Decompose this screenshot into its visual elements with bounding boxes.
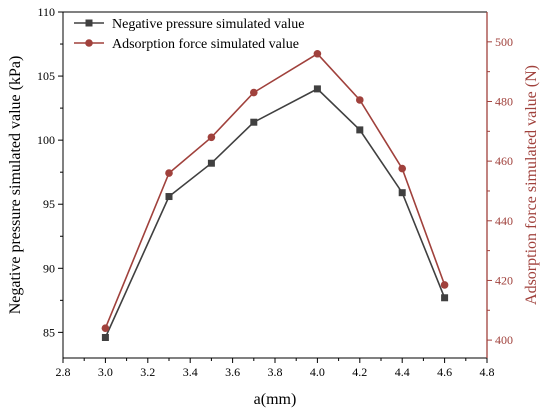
legend-marker-square — [85, 19, 93, 27]
y-right-tick-label: 500 — [495, 35, 513, 49]
data-point-circle — [207, 133, 216, 142]
x-tick-label: 4.6 — [437, 365, 452, 379]
x-tick-label: 3.6 — [225, 365, 240, 379]
x-axis-title: a(mm) — [254, 391, 297, 408]
data-point-square — [207, 159, 215, 167]
y-left-tick-label: 90 — [43, 261, 55, 275]
data-point-circle — [356, 96, 364, 104]
data-point-circle — [440, 281, 449, 289]
y-right-tick-label: 460 — [495, 154, 513, 168]
data-point-circle — [398, 164, 407, 173]
x-tick-label: 3.0 — [98, 365, 113, 379]
y-right-tick-label: 480 — [495, 94, 513, 108]
data-point-circle — [101, 324, 110, 332]
plot-frame — [62, 11, 488, 359]
x-tick-label: 3.8 — [268, 365, 283, 379]
legend: Negative pressure simulated value Adsorpt… — [74, 17, 304, 52]
data-point-square — [356, 126, 364, 134]
y-left-tick-label: 85 — [43, 325, 55, 339]
legend-marker-circle — [85, 39, 93, 47]
series-line-0 — [104, 87, 446, 338]
x-tick-label: 4.4 — [395, 365, 410, 379]
data-point-circle — [250, 88, 258, 97]
data-point-square — [398, 189, 406, 197]
y-right-tick-label: 420 — [495, 273, 513, 287]
x-tick-label: 4.8 — [480, 365, 495, 379]
x-tick-label: 4.2 — [352, 365, 367, 379]
data-point-circle — [165, 169, 173, 177]
data-point-square — [313, 85, 321, 93]
y-left-tick-label: 110 — [37, 5, 55, 19]
data-point-square — [165, 193, 173, 201]
data-point-square — [441, 294, 449, 302]
y-right-tick-label: 400 — [495, 333, 513, 347]
series-line-1 — [104, 52, 446, 329]
y-left-tick-label: 105 — [37, 69, 55, 83]
x-tick-label: 3.2 — [140, 365, 155, 379]
x-axis: 2.8 3.0 3.2 3.4 3.6 3.8 4.0 4.2 4.4 4.6 4.8 — [56, 358, 495, 379]
legend-label: Negative pressure simulated value — [112, 17, 304, 32]
y-axis-left: 85 90 95 100 105 110 — [37, 5, 63, 339]
x-tick-label: 2.8 — [56, 365, 71, 379]
legend-label: Adsorption force simulated value — [112, 37, 299, 52]
y-left-tick-label: 100 — [37, 133, 55, 147]
data-point-square — [101, 333, 109, 341]
data-point-circle — [313, 49, 322, 58]
y-left-tick-label: 95 — [43, 197, 55, 211]
y-axis-right: 400 420 440 460 480 500 — [487, 35, 513, 347]
x-tick-label: 4.0 — [310, 365, 325, 379]
y-axis-right-title: Adsorption force simulated value (N) — [523, 65, 540, 305]
series-layer — [101, 49, 449, 341]
data-point-square — [250, 118, 258, 126]
x-tick-label: 3.4 — [183, 365, 198, 379]
y-right-tick-label: 440 — [495, 214, 513, 228]
y-axis-left-title: Negative pressure simulated value (kPa) — [7, 56, 24, 315]
